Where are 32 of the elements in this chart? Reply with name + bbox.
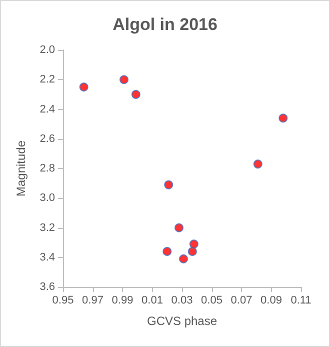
- x-tick-label: 0.03: [171, 294, 193, 306]
- point: [189, 240, 198, 249]
- x-tick-label: 0.01: [142, 294, 163, 306]
- x-axis-title: GCVS phase: [146, 314, 218, 328]
- y-tick-label: 2.4: [40, 103, 55, 116]
- y-axis-title: Magnitude: [14, 140, 28, 197]
- y-tick-label: 3.6: [40, 281, 55, 293]
- x-tick-label: 0.11: [290, 294, 312, 306]
- y-tick-label: 2.2: [40, 74, 55, 86]
- y-tick-label: 3.2: [40, 222, 55, 234]
- chart-title: Algol in 2016: [112, 15, 218, 34]
- y-tick-label: 2.8: [40, 162, 55, 174]
- point: [178, 254, 188, 264]
- y-tick-label: 2.0: [40, 44, 55, 56]
- point: [164, 180, 174, 190]
- x-tick-label: 0.99: [112, 294, 134, 306]
- y-tick-label: 3.0: [40, 192, 55, 204]
- x-tick-label: 0.09: [260, 294, 282, 306]
- point: [162, 246, 172, 256]
- x-tick-label: 0.97: [82, 294, 104, 306]
- x-tick-label: 0.95: [52, 294, 74, 306]
- point: [174, 223, 184, 232]
- x-tick-label: 0.07: [230, 294, 252, 306]
- point: [188, 246, 197, 256]
- point: [278, 114, 288, 123]
- point: [131, 90, 140, 99]
- y-tick-label: 2.6: [40, 132, 55, 145]
- point: [253, 160, 262, 169]
- point: [79, 82, 88, 92]
- x-tick-label: 0.05: [201, 294, 222, 306]
- y-tick-label: 3.4: [40, 251, 55, 264]
- point: [119, 75, 128, 84]
